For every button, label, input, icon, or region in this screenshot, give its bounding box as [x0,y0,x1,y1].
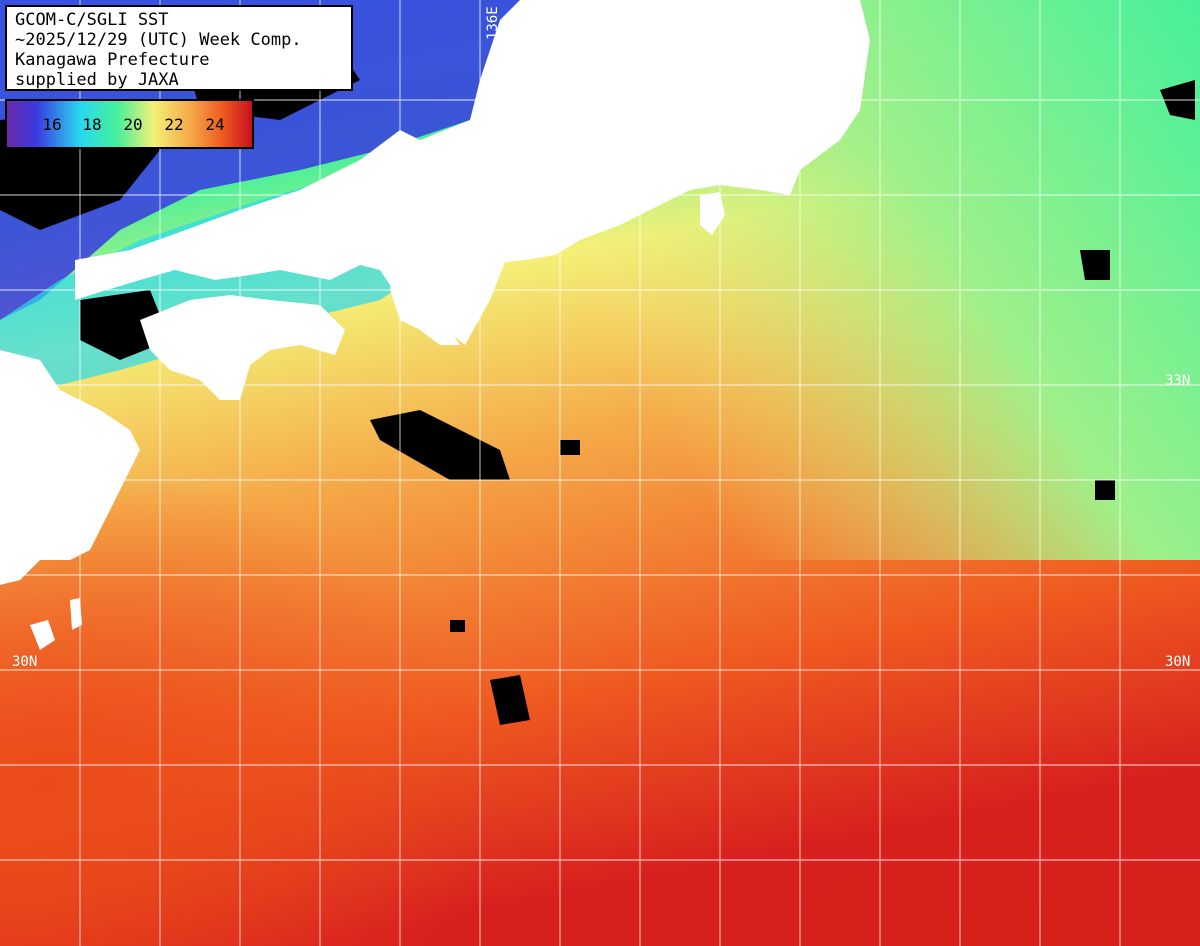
land-honshu [75,0,870,345]
legend-label-18: 18 [82,115,102,134]
title-line-2: ~2025/12/29 (UTC) Week Comp. [15,30,302,50]
land [0,0,870,650]
title-line-4: supplied by JAXA [15,70,179,90]
land-yakushima [70,598,82,630]
land-shikoku [140,295,345,400]
title-box: GCOM-C/SGLI SST ~2025/12/29 (UTC) Week C… [5,5,353,91]
lon-label-136e: 136E [485,6,501,40]
south-warm-water [500,600,1200,946]
land-tanegashima [30,620,55,650]
legend-label-24: 24 [205,115,225,134]
legend-colorbar [7,101,252,147]
lat-label-33n-right: 33N [1165,373,1190,389]
lat-label-30n-left: 30N [12,654,37,670]
lat-label-33-left: 33 [12,373,29,389]
legend-label-20: 20 [123,115,143,134]
legend-label-16: 16 [42,115,62,134]
legend-labels: 16 18 20 22 24 [7,115,252,137]
land-izu [700,192,725,235]
legend-label-22: 22 [164,115,184,134]
color-legend: 16 18 20 22 24 [5,99,254,149]
land-kyushu [0,350,140,585]
title-line-1: GCOM-C/SGLI SST [15,10,169,30]
title-line-3: Kanagawa Prefecture [15,50,210,70]
land-kii [390,250,460,345]
lat-label-30n-right: 30N [1165,654,1190,670]
